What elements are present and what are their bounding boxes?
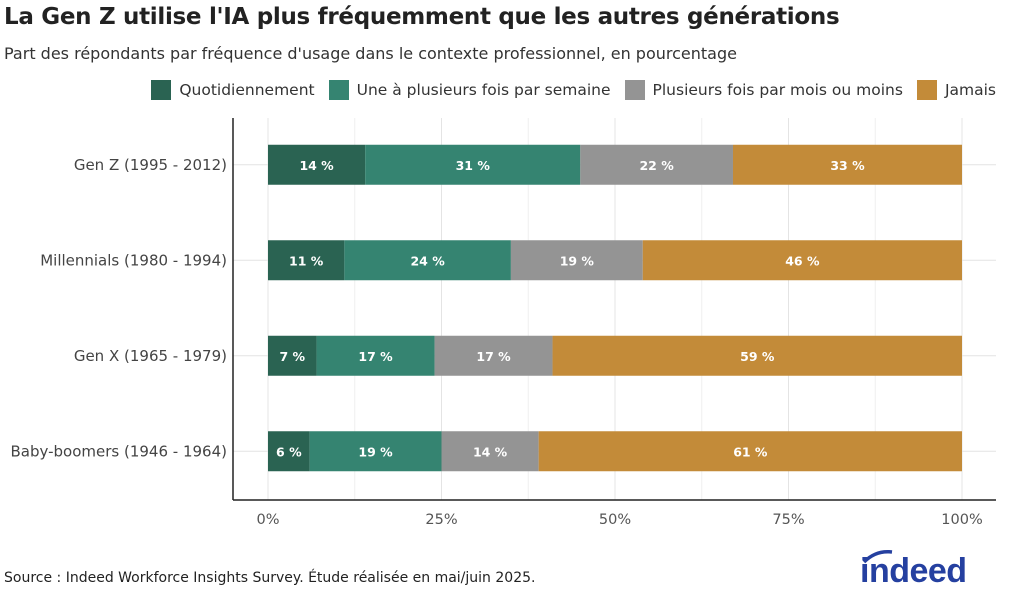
x-tick-label: 25% bbox=[425, 512, 457, 528]
x-tick-label: 100% bbox=[941, 512, 982, 528]
x-tick-label: 0% bbox=[256, 512, 279, 528]
chart-subtitle: Part des répondants par fréquence d'usag… bbox=[4, 44, 737, 63]
bar-segment bbox=[441, 431, 539, 472]
legend-swatch bbox=[916, 80, 937, 100]
category-label: Baby-boomers (1946 - 1964) bbox=[11, 442, 228, 460]
data-label: 14 % bbox=[473, 444, 508, 459]
bar-segment bbox=[552, 335, 962, 376]
bar-segment bbox=[434, 335, 553, 376]
legend: Quotidiennement Une à plusieurs fois par … bbox=[151, 80, 996, 100]
data-label: 19 % bbox=[358, 444, 393, 459]
data-label: 59 % bbox=[740, 349, 775, 364]
data-label: 33 % bbox=[830, 158, 865, 173]
legend-item: Une à plusieurs fois par semaine bbox=[328, 80, 611, 100]
legend-swatch bbox=[328, 80, 349, 100]
legend-label: Quotidiennement bbox=[179, 81, 315, 99]
bar-segment bbox=[510, 240, 643, 281]
bar-segment bbox=[365, 144, 581, 185]
chart-title: La Gen Z utilise l'IA plus fréquemment q… bbox=[4, 4, 840, 30]
data-label: 19 % bbox=[560, 253, 595, 268]
bar-segment bbox=[268, 335, 317, 376]
legend-item: Jamais bbox=[916, 80, 996, 100]
data-label: 14 % bbox=[299, 158, 334, 173]
legend-item: Quotidiennement bbox=[151, 80, 315, 100]
indeed-logo: indeed bbox=[852, 548, 992, 592]
source-note: Source : Indeed Workforce Insights Surve… bbox=[4, 570, 536, 586]
x-tick-label: 50% bbox=[599, 512, 631, 528]
legend-label: Jamais bbox=[944, 81, 996, 99]
data-label: 46 % bbox=[785, 253, 820, 268]
data-label: 17 % bbox=[476, 349, 511, 364]
bar-segment bbox=[538, 431, 962, 472]
data-label: 6 % bbox=[276, 444, 302, 459]
bar-segment bbox=[309, 431, 442, 472]
data-label: 11 % bbox=[289, 253, 324, 268]
data-label: 61 % bbox=[733, 444, 768, 459]
category-label: Gen Z (1995 - 2012) bbox=[74, 156, 227, 174]
legend-swatch bbox=[624, 80, 645, 100]
legend-label: Plusieurs fois par mois ou moins bbox=[652, 81, 903, 99]
svg-text:indeed: indeed bbox=[860, 552, 967, 588]
data-label: 22 % bbox=[639, 158, 674, 173]
category-label: Gen X (1965 - 1979) bbox=[74, 347, 227, 365]
data-label: 7 % bbox=[280, 349, 306, 364]
bar-segment bbox=[268, 144, 366, 185]
data-label: 17 % bbox=[358, 349, 393, 364]
category-label: Millennials (1980 - 1994) bbox=[40, 251, 227, 269]
x-tick-label: 75% bbox=[772, 512, 804, 528]
bar-segment bbox=[732, 144, 962, 185]
legend-swatch bbox=[151, 80, 172, 100]
bar-segment bbox=[642, 240, 962, 281]
bar-segment bbox=[316, 335, 435, 376]
bar-segment bbox=[580, 144, 733, 185]
legend-label: Une à plusieurs fois par semaine bbox=[356, 81, 611, 99]
data-label: 24 % bbox=[410, 253, 445, 268]
bar-segment bbox=[268, 240, 345, 281]
bar-segment bbox=[344, 240, 511, 281]
bar-segment bbox=[268, 431, 310, 472]
legend-item: Plusieurs fois par mois ou moins bbox=[624, 80, 903, 100]
data-label: 31 % bbox=[456, 158, 491, 173]
